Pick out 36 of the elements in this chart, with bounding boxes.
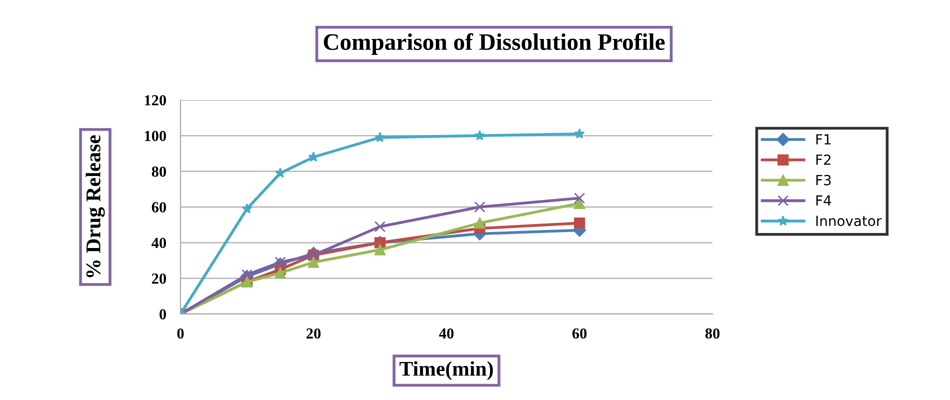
- x-axis-title: Time(min): [400, 361, 493, 380]
- chart-title: Comparison of Dissolution Profile: [324, 33, 665, 55]
- point: [241, 269, 253, 280]
- point: [574, 128, 585, 139]
- point: [274, 256, 286, 268]
- legend-label: Innovator: [816, 216, 882, 226]
- point: [308, 152, 319, 162]
- point: [308, 256, 320, 268]
- x-tick-label: 80: [705, 328, 720, 339]
- point: [374, 244, 386, 256]
- point: [574, 217, 586, 229]
- point: [374, 132, 386, 142]
- legend-label: F3: [816, 174, 831, 186]
- y-tick-label: 40: [152, 238, 166, 248]
- y-axis-title: % Drug Release: [86, 135, 105, 278]
- point: [274, 168, 286, 178]
- y-tick-label: 0: [160, 309, 166, 320]
- y-tick-label: 60: [152, 202, 166, 212]
- x-tick-label: 40: [439, 328, 454, 339]
- x-tick-label: 20: [306, 328, 321, 339]
- y-tick-label: 80: [152, 166, 166, 177]
- point: [574, 192, 586, 204]
- point: [474, 217, 486, 229]
- point: [274, 267, 286, 279]
- legend-label: F4: [816, 195, 832, 206]
- point: [242, 203, 252, 214]
- legend-label: F2: [816, 154, 830, 165]
- point: [474, 201, 486, 213]
- x-tick-label: 60: [572, 328, 587, 339]
- y-tick-label: 120: [144, 95, 166, 106]
- legend-label: F1: [816, 134, 831, 144]
- point: [374, 221, 386, 232]
- x-tick-label: 0: [177, 328, 184, 339]
- y-tick-label: 100: [144, 130, 166, 142]
- point: [474, 130, 486, 140]
- y-tick-label: 20: [152, 273, 166, 284]
